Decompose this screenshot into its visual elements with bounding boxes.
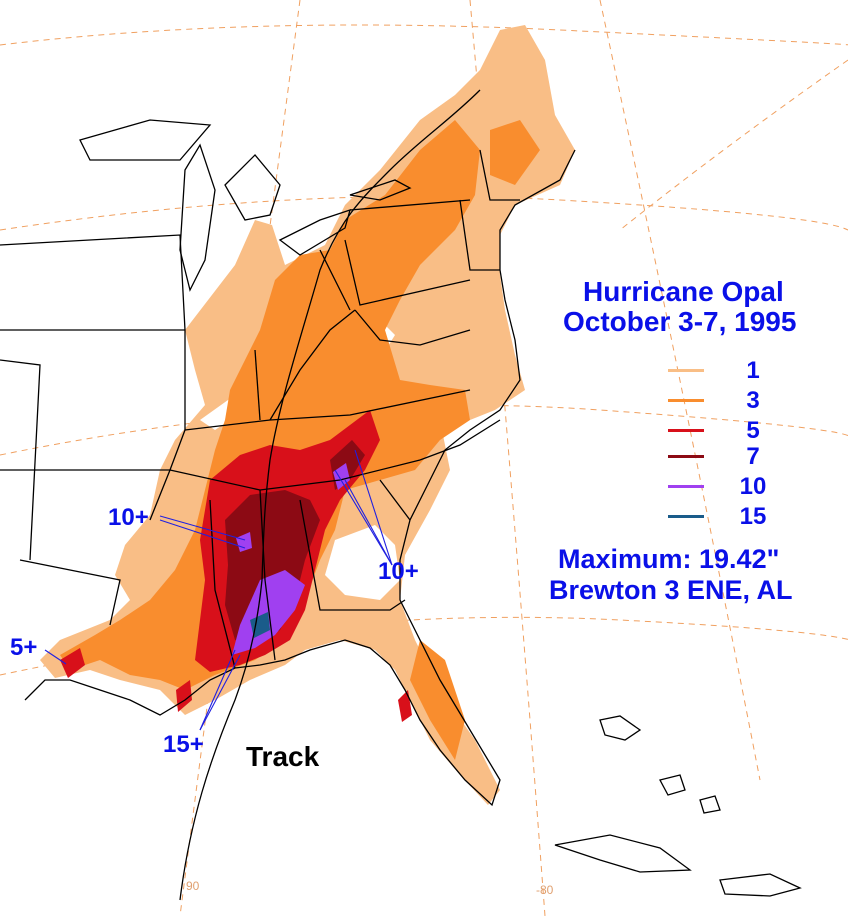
- track-label: Track: [246, 741, 320, 772]
- legend-swatch: [668, 399, 704, 402]
- callout-fifteen-plus: 15+: [163, 731, 204, 758]
- longitude-label-80: -80: [536, 883, 554, 897]
- legend-swatch: [668, 485, 704, 488]
- callout-ten-plus-east: 10+: [378, 558, 419, 585]
- legend-item: 10: [668, 472, 788, 502]
- legend-swatch: [668, 515, 704, 518]
- legend-item: 7: [668, 442, 788, 472]
- callout-five-plus: 5+: [10, 634, 38, 661]
- legend-label: 10: [739, 473, 767, 500]
- boundaries: [0, 119, 802, 897]
- legend-swatch: [668, 429, 704, 432]
- maximum-location: Brewton 3 ENE, AL: [549, 575, 793, 605]
- maximum-value: Maximum: 19.42": [558, 544, 780, 574]
- hurricane-track-line: [179, 89, 481, 901]
- map-title-line2: October 3-7, 1995: [563, 306, 797, 337]
- legend-label: 15: [739, 503, 767, 530]
- legend-item: 5: [668, 416, 788, 446]
- map-title-line1: Hurricane Opal: [583, 276, 784, 307]
- legend-item: 3: [668, 386, 788, 416]
- legend-swatch: [668, 369, 704, 372]
- legend-label: 3: [746, 387, 760, 414]
- legend-label: 7: [746, 443, 760, 470]
- legend-label: 5: [746, 417, 760, 444]
- legend-swatch: [668, 455, 704, 458]
- longitude-label-90: 90: [186, 879, 200, 893]
- rain-3in-region: [60, 120, 540, 760]
- legend-label: 1: [746, 357, 760, 384]
- callout-ten-plus-west: 10+: [108, 504, 149, 531]
- callout-leaders: [44, 449, 393, 731]
- legend-item: 1: [668, 356, 788, 386]
- legend-item: 15: [668, 502, 788, 532]
